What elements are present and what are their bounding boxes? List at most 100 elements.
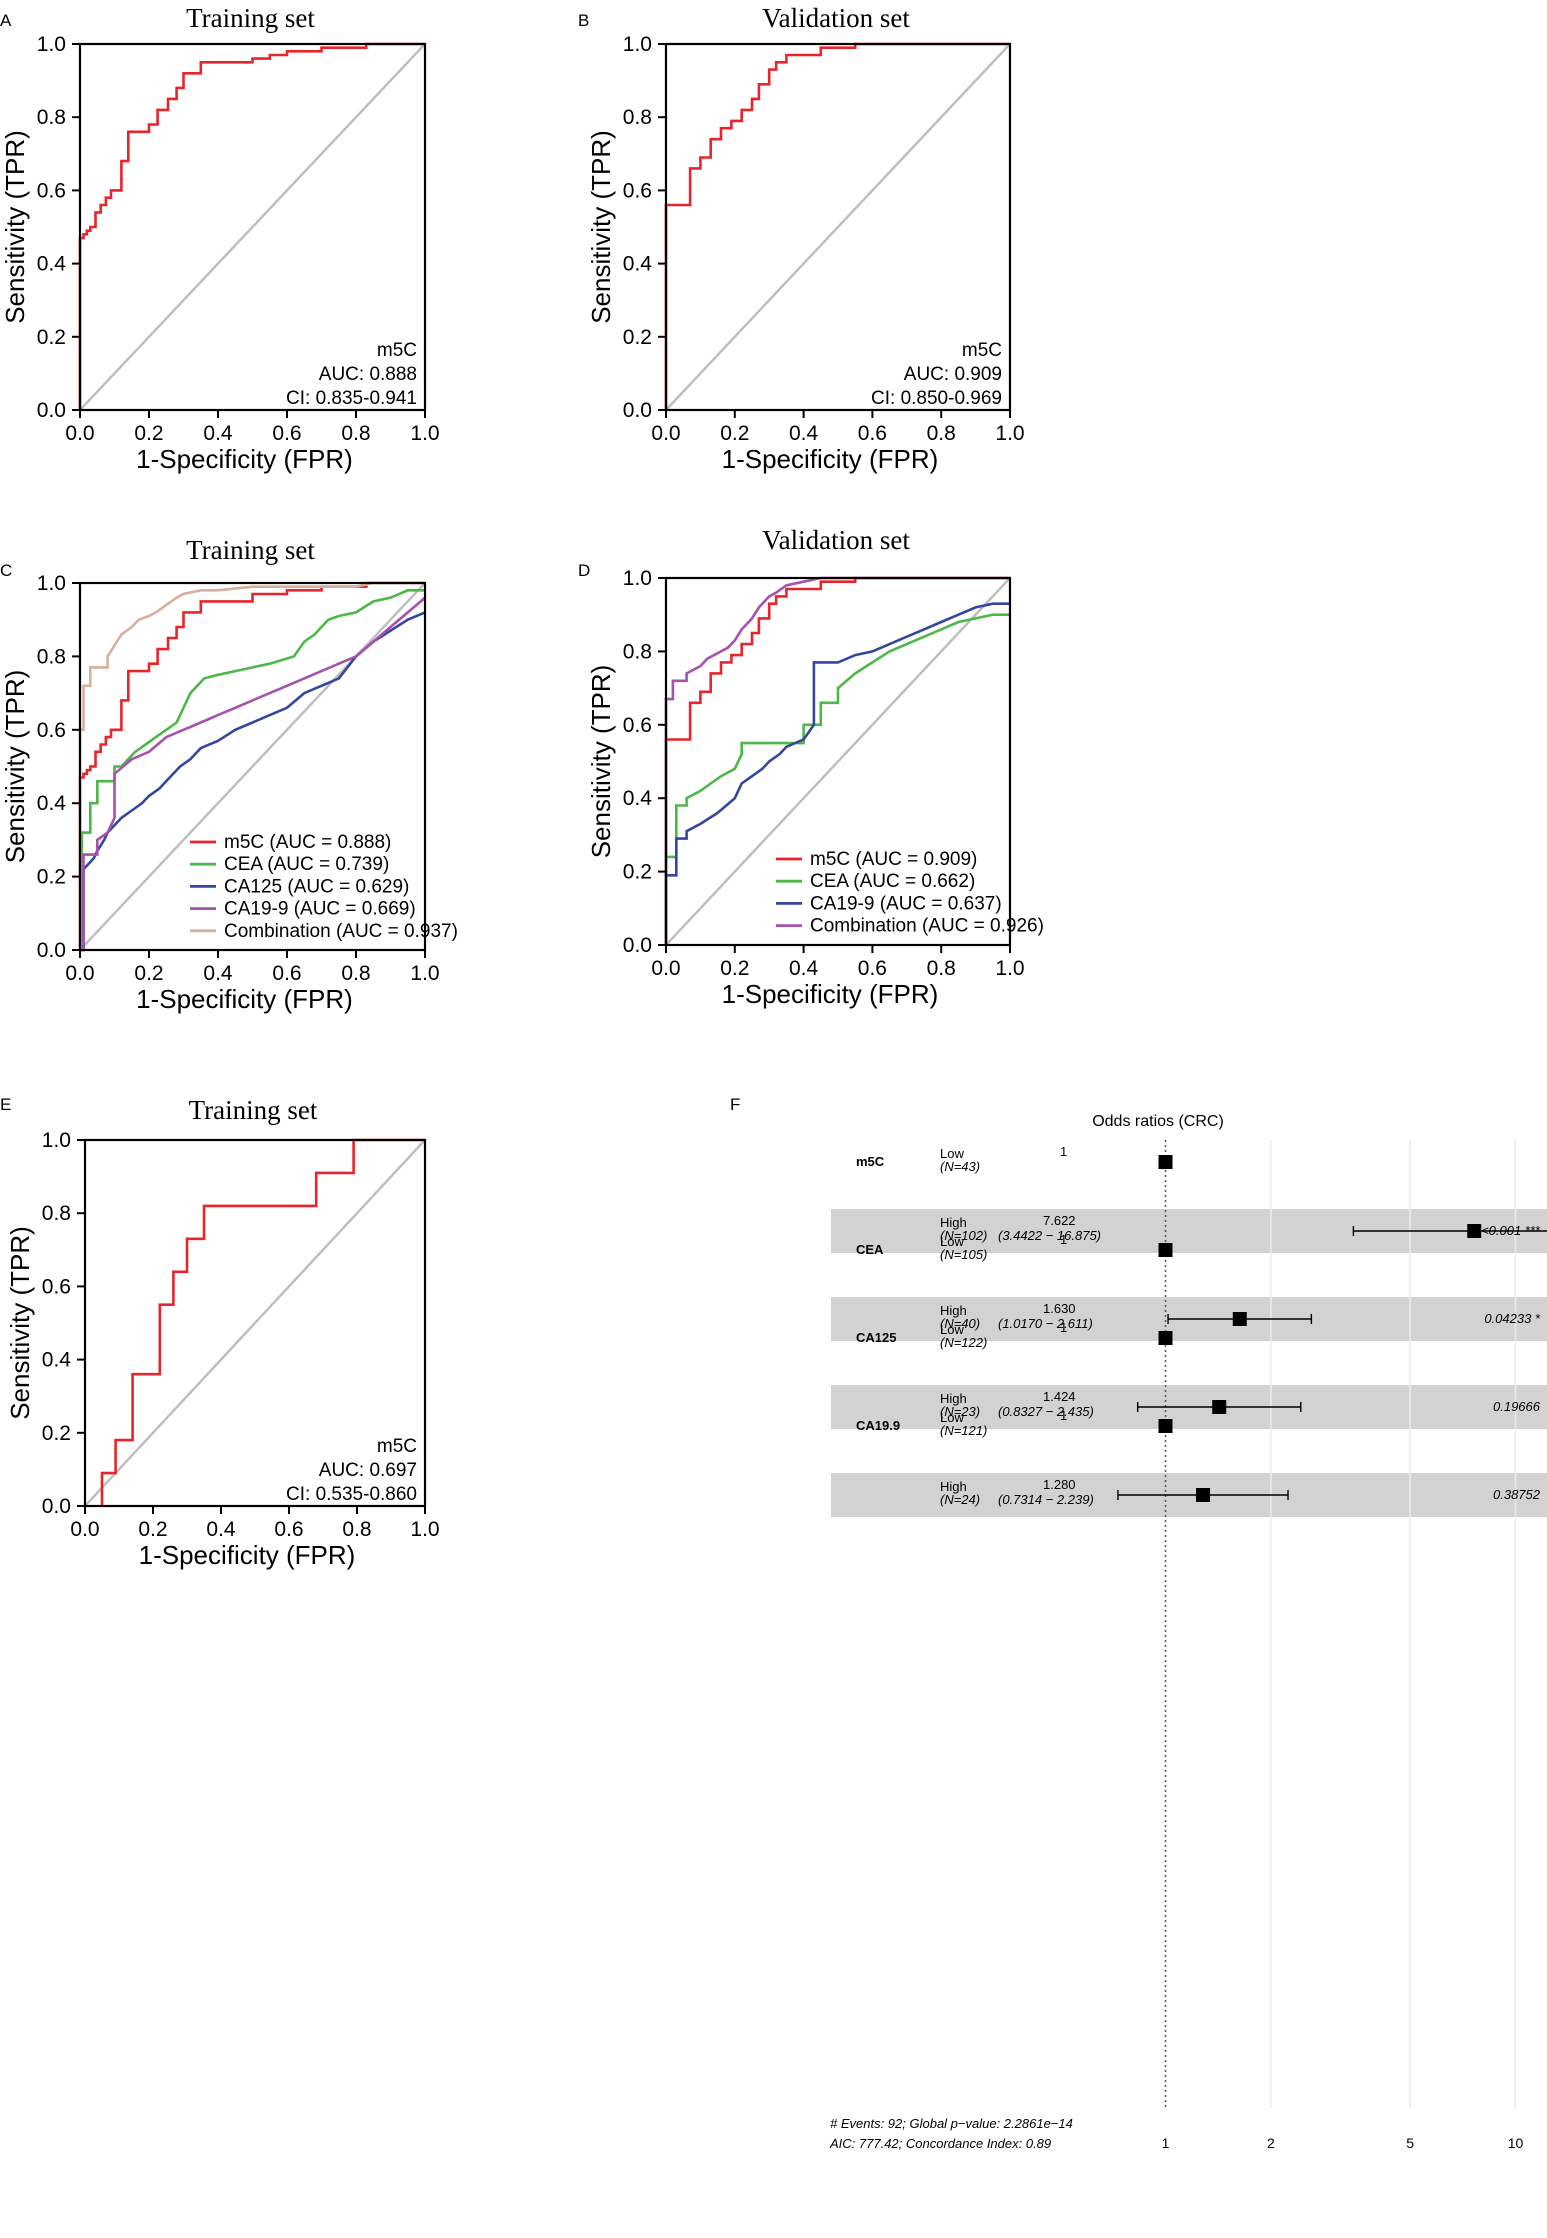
x-axis-label: 1-Specificity (FPR) — [722, 979, 939, 1009]
forest-n: (N=43) — [940, 1159, 980, 1174]
x-tick-label: 0.0 — [65, 422, 94, 445]
auc-annotation: AUC: 0.697 — [319, 1460, 417, 1481]
x-tick-label: 0.6 — [272, 962, 301, 985]
plot-frame — [664, 42, 1012, 412]
plot-frame — [78, 581, 427, 952]
x-tick-label: 0.2 — [720, 422, 749, 445]
diagonal-reference-line — [79, 582, 426, 951]
forest-title: Odds ratios (CRC) — [1092, 1113, 1224, 1130]
forest-x-tick-label: 10 — [1508, 2135, 1524, 2151]
y-axis-label: Sensitivity (TPR) — [0, 130, 30, 324]
chart-title: Validation set — [762, 525, 910, 555]
y-axis-label: Sensitivity (TPR) — [586, 130, 616, 324]
forest-level: Low — [940, 1234, 964, 1249]
forest-footer: AIC: 777.42; Concordance Index: 0.89 — [829, 2136, 1051, 2151]
y-axis-label: Sensitivity (TPR) — [0, 670, 30, 864]
odds-ratio-marker — [1212, 1400, 1227, 1414]
forest-n: (N=105) — [940, 1247, 987, 1262]
panel-letter: E — [0, 1095, 11, 1114]
x-tick-label: 1.0 — [995, 422, 1024, 445]
x-tick-label: 1.0 — [410, 1518, 439, 1541]
x-tick-label: 0.2 — [720, 957, 749, 980]
y-tick-label: 0.2 — [37, 866, 66, 889]
forest-estimate: 1.630 — [1043, 1301, 1076, 1316]
forest-level: High — [940, 1479, 967, 1494]
x-tick-label: 0.2 — [138, 1518, 167, 1541]
legend-label: Combination (AUC = 0.937) — [224, 921, 458, 942]
x-tick-label: 0.2 — [134, 422, 163, 445]
y-tick-label: 0.4 — [623, 253, 653, 276]
y-tick-label: 0.6 — [37, 179, 66, 202]
forest-level: High — [940, 1303, 967, 1318]
roc-curve-cea — [664, 613, 1010, 945]
x-axis-label: 1-Specificity (FPR) — [136, 984, 353, 1014]
legend-label: m5C (AUC = 0.909) — [810, 849, 977, 870]
forest-footer: # Events: 92; Global p−value: 2.2861e−14 — [830, 2116, 1073, 2131]
y-tick-label: 1.0 — [623, 567, 652, 590]
forest-level: Low — [940, 1146, 964, 1161]
forest-estimate: 1 — [1060, 1144, 1067, 1159]
auc-annotation: m5C — [962, 340, 1002, 361]
y-tick-label: 1.0 — [42, 1129, 71, 1152]
plot-frame — [664, 576, 1012, 947]
y-tick-label: 1.0 — [37, 33, 66, 56]
forest-n: (N=40) — [940, 1316, 980, 1331]
x-tick-label: 1.0 — [410, 422, 439, 445]
y-tick-label: 0.8 — [623, 106, 652, 129]
x-tick-label: 0.8 — [927, 422, 956, 445]
forest-estimate: 1.280 — [1043, 1477, 1076, 1492]
x-tick-label: 0.8 — [341, 422, 370, 445]
chart-title: Training set — [186, 3, 315, 33]
x-tick-label: 0.0 — [70, 1518, 99, 1541]
forest-ci: (0.8327 − 2.435) — [998, 1404, 1094, 1419]
forest-level: High — [940, 1391, 967, 1406]
odds-ratio-marker — [1467, 1224, 1482, 1238]
roc-curve-m5c — [78, 42, 425, 410]
y-tick-label: 0.4 — [42, 1349, 72, 1372]
panel-c: C Training set 0.00.0 0.2 0.2 0.4 0.4 0.6 0.6 0.8… — [0, 535, 458, 1014]
y-tick-label: 0.0 — [37, 399, 66, 422]
roc-curve-m5c — [78, 581, 425, 950]
forest-level: High — [940, 1215, 967, 1230]
forest-p-value: 0.19666 — [1493, 1399, 1541, 1414]
forest-n: (N=121) — [940, 1423, 987, 1438]
x-tick-label: 0.4 — [206, 1518, 236, 1541]
y-axis-label: Sensitivity (TPR) — [586, 665, 616, 859]
chart-title: Training set — [186, 535, 315, 565]
plot-frame — [78, 42, 427, 412]
roc-curve-ca125 — [80, 611, 426, 952]
x-tick-label: 0.4 — [203, 422, 233, 445]
forest-level: Low — [940, 1410, 964, 1425]
odds-ratio-marker — [1158, 1331, 1173, 1345]
roc-curve-m5c — [100, 1138, 425, 1506]
chart-title: Training set — [189, 1095, 318, 1125]
odds-ratio-marker — [1158, 1419, 1173, 1433]
diagonal-reference-line — [84, 1139, 426, 1507]
panel-letter: A — [0, 11, 12, 30]
auc-annotation: AUC: 0.909 — [904, 364, 1002, 385]
y-tick-label: 0.6 — [623, 179, 652, 202]
legend-label: CA125 (AUC = 0.629) — [224, 876, 409, 897]
x-tick-label: 0.6 — [272, 422, 301, 445]
y-tick-label: 0.2 — [623, 861, 652, 884]
y-tick-label: 0.0 — [37, 939, 66, 962]
x-tick-label: 0.4 — [203, 962, 233, 985]
odds-ratio-marker — [1158, 1243, 1173, 1257]
panel-letter: C — [0, 561, 12, 580]
forest-p-value: 0.04233 * — [1484, 1311, 1541, 1326]
x-axis-label: 1-Specificity (FPR) — [139, 1540, 356, 1570]
forest-ci: (3.4422 − 16.875) — [998, 1228, 1101, 1243]
roc-curve-ca199 — [664, 576, 1010, 945]
x-tick-label: 0.6 — [274, 1518, 303, 1541]
forest-p-value: 0.38752 — [1493, 1487, 1541, 1502]
forest-n: (N=122) — [940, 1335, 987, 1350]
panel-letter: F — [730, 1095, 740, 1114]
forest-x-tick-label: 2 — [1267, 2135, 1275, 2151]
x-tick-label: 0.8 — [341, 962, 370, 985]
x-tick-label: 0.0 — [65, 962, 94, 985]
forest-estimate: 1 — [1060, 1320, 1067, 1335]
plot-frame — [83, 1138, 427, 1508]
forest-n: (N=24) — [940, 1492, 980, 1507]
y-tick-label: 0.4 — [623, 787, 653, 810]
